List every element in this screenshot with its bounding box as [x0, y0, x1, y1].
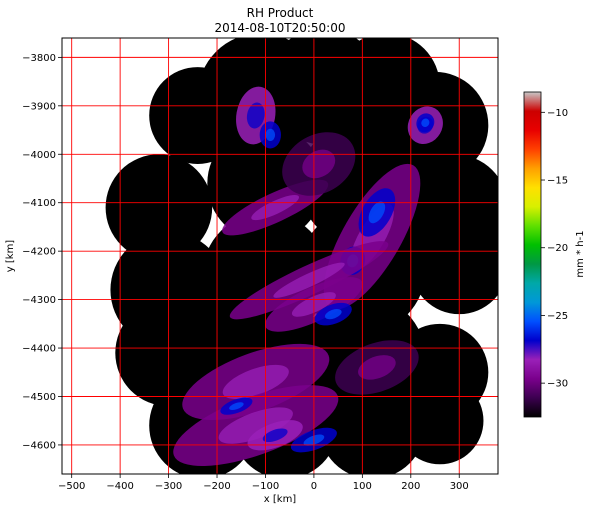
colorbar-tick-label: −25	[547, 311, 568, 322]
coverage-disk	[396, 377, 484, 465]
x-tick-label: −100	[252, 481, 279, 492]
coverage-disk	[318, 372, 426, 474]
precip-core	[368, 201, 386, 224]
coverage-disk	[105, 154, 213, 261]
y-tick-label: −4100	[22, 198, 56, 209]
grid-lines	[62, 38, 498, 474]
precip-core	[324, 309, 342, 320]
coverage-disk	[410, 217, 498, 315]
y-axis-label: y [km]	[5, 240, 16, 273]
x-tick-label: 100	[353, 481, 372, 492]
x-tick-label: 200	[401, 481, 420, 492]
x-axis-ticks: −500 −400 −300 −200 −100 0 100 200 300	[58, 474, 469, 492]
x-tick-label: −300	[155, 481, 182, 492]
y-tick-label: −3800	[22, 53, 56, 64]
y-tick-label: −4500	[22, 392, 56, 403]
precip-core	[421, 118, 430, 128]
precip-core	[222, 364, 289, 400]
precip-core	[218, 407, 293, 444]
colorbar-label: mm * h-1	[575, 230, 586, 277]
y-tick-label: −4200	[22, 247, 56, 258]
precip-core	[358, 355, 396, 380]
colorbar-tick-label: −15	[547, 176, 568, 187]
precip-core	[265, 128, 276, 141]
y-tick-label: −3900	[22, 101, 56, 112]
x-tick-label: −500	[58, 481, 85, 492]
x-tick-label: 0	[311, 481, 317, 492]
y-tick-label: −4400	[22, 344, 56, 355]
precip-core	[302, 149, 336, 179]
colorbar-tick-label: −20	[547, 243, 568, 254]
y-tick-label: −4600	[22, 440, 56, 451]
x-tick-label: 300	[450, 481, 469, 492]
x-tick-label: −200	[203, 481, 230, 492]
chart-subtitle: 2014-08-10T20:50:00	[215, 21, 346, 35]
precip-core	[229, 402, 244, 411]
x-axis-label: x [km]	[264, 494, 297, 505]
colorbar-tick-label: −30	[547, 379, 568, 390]
colorbar-ticks: −10 −15 −20 −25 −30	[541, 108, 568, 390]
precip-core	[251, 195, 300, 221]
chart-title: RH Product	[247, 6, 314, 20]
y-tick-label: −4000	[22, 150, 56, 161]
precip-core	[262, 428, 288, 443]
plot-frame	[61, 37, 499, 475]
colorbar	[523, 91, 542, 418]
x-tick-label: −400	[106, 481, 133, 492]
precip-core	[246, 102, 265, 129]
y-tick-label: −4300	[22, 295, 56, 306]
precip-core	[273, 262, 345, 298]
y-axis-ticks: −3800 −3900 −4000 −4100 −4200 −4300 −4400 −4500…	[22, 53, 62, 451]
colorbar-tick-label: −10	[547, 108, 568, 119]
